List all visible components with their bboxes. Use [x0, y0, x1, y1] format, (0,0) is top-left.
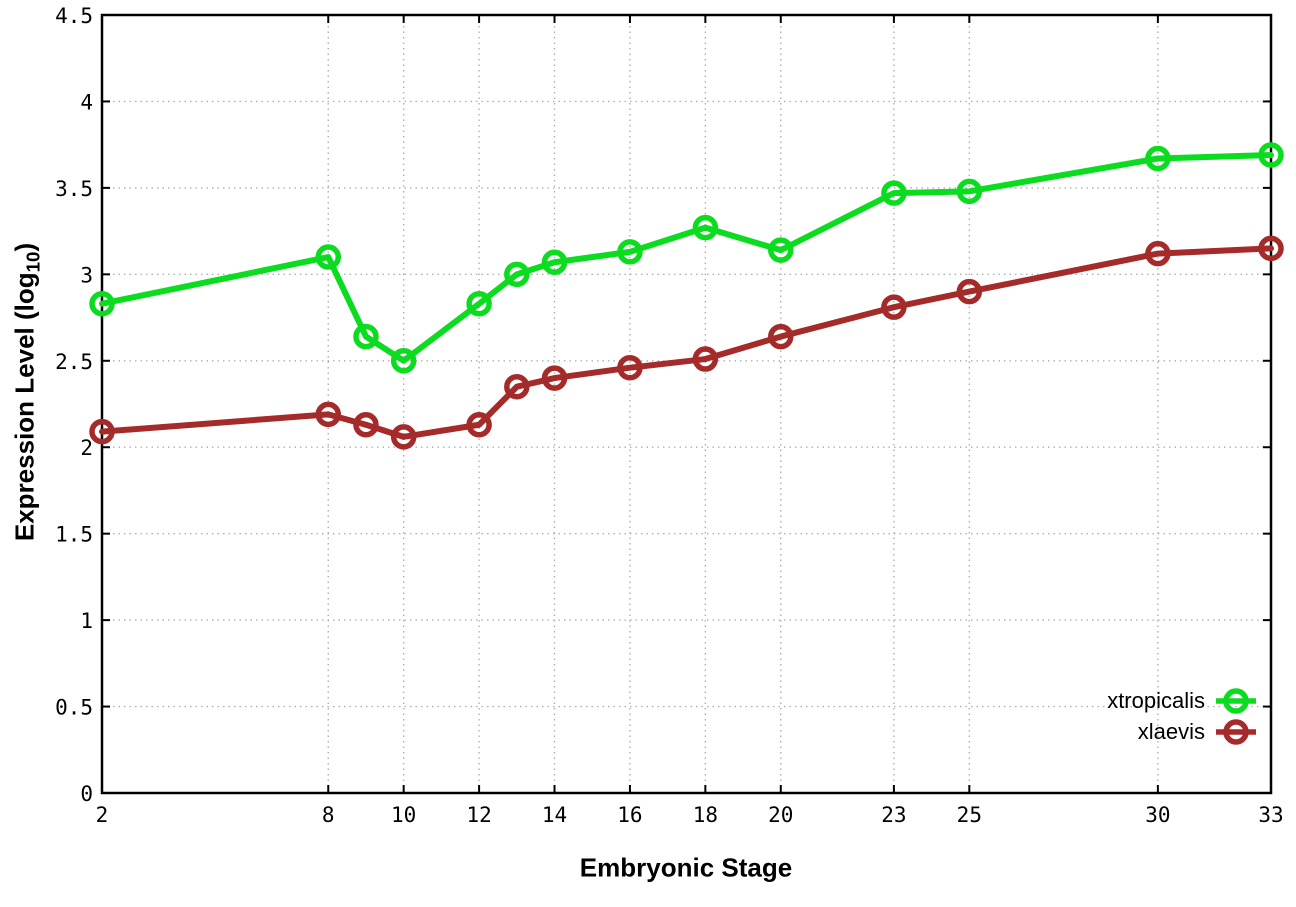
legend: xtropicalis xlaevis [1107, 685, 1258, 747]
data-point-xtropicalis [1258, 142, 1284, 168]
data-point-xtropicalis [466, 290, 492, 317]
x-tick-label: 14 [542, 803, 567, 827]
data-point-xtropicalis [768, 237, 794, 263]
data-point-xtropicalis [353, 323, 379, 350]
x-axis-title: Embryonic Stage [579, 852, 793, 883]
data-point-xtropicalis [956, 178, 983, 205]
x-tick-label: 8 [322, 803, 335, 827]
x-tick-label: 33 [1258, 803, 1283, 827]
y-tick-label: 4 [80, 90, 93, 114]
x-tick-label: 30 [1145, 803, 1170, 827]
data-point-xlaevis [617, 354, 643, 381]
data-point-xlaevis [353, 411, 379, 438]
data-point-xlaevis [881, 294, 907, 320]
data-point-xtropicalis [1145, 145, 1171, 172]
x-tick-label: 23 [881, 803, 906, 827]
data-point-xtropicalis [692, 214, 719, 241]
data-point-xtropicalis [89, 290, 115, 317]
legend-marker-xtropicalis-icon [1216, 687, 1256, 714]
data-point-xlaevis [1145, 240, 1171, 267]
data-point-xlaevis [89, 418, 115, 445]
y-tick-label: 4.5 [55, 4, 93, 28]
x-tick-label: 2 [96, 803, 109, 827]
y-tick-label: 2.5 [55, 350, 93, 374]
y-tick-label: 1.5 [55, 523, 93, 547]
data-point-xlaevis [541, 365, 568, 391]
x-tick-label: 18 [693, 803, 718, 827]
data-point-xtropicalis [390, 348, 417, 374]
x-tick-label: 12 [466, 803, 491, 827]
y-axis-title-text: Expression Level (log [9, 272, 40, 542]
data-point-xtropicalis [504, 261, 530, 288]
data-point-xtropicalis [541, 249, 568, 275]
data-point-xtropicalis [617, 239, 643, 265]
series-line-xtropicalis [99, 152, 1274, 364]
data-point-xlaevis [504, 373, 530, 400]
y-axis-title: Expression Level (log10) [9, 243, 44, 541]
series-line-xlaevis [99, 245, 1274, 440]
x-tick-label: 16 [617, 803, 642, 827]
data-point-xlaevis [692, 346, 719, 372]
data-point-xlaevis [315, 401, 342, 428]
data-point-xlaevis [390, 424, 417, 450]
legend-label-xtropicalis: xtropicalis [1107, 687, 1205, 713]
data-point-xlaevis [466, 411, 492, 438]
y-tick-label: 1 [80, 609, 93, 633]
x-tick-label: 10 [391, 803, 416, 827]
data-point-xlaevis [956, 278, 983, 305]
y-axis-title-close: ) [9, 242, 40, 252]
y-tick-label: 2 [80, 436, 93, 460]
legend-item-xtropicalis: xtropicalis [1107, 685, 1258, 716]
data-point-xtropicalis [315, 244, 342, 270]
data-point-xtropicalis [881, 180, 907, 206]
y-tick-label: 3 [80, 263, 93, 287]
data-point-xlaevis [1258, 235, 1284, 262]
y-tick-label: 0.5 [55, 696, 93, 720]
legend-marker-xlaevis-icon [1216, 718, 1256, 745]
y-axis-title-subscript: 10 [22, 251, 44, 273]
data-point-xlaevis [768, 323, 794, 350]
legend-item-xlaevis: xlaevis [1138, 716, 1258, 747]
y-tick-label: 3.5 [55, 177, 93, 201]
x-tick-label: 25 [957, 803, 982, 827]
x-tick-label: 20 [768, 803, 793, 827]
legend-label-xlaevis: xlaevis [1137, 718, 1205, 744]
plot-border [100, 13, 1273, 795]
y-tick-label: 0 [80, 782, 93, 806]
